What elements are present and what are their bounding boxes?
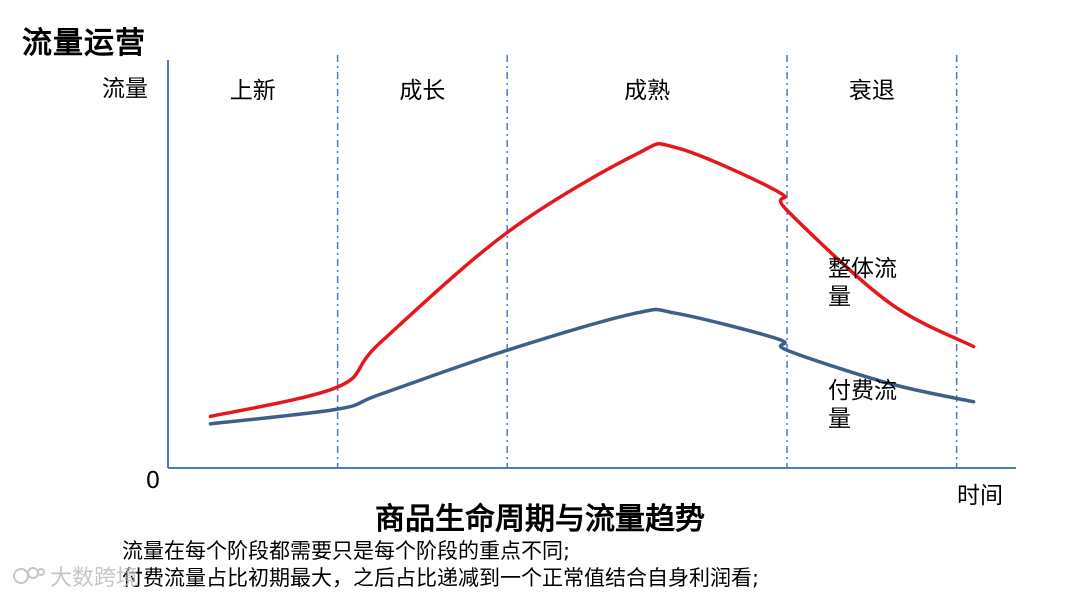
page-title: 流量运营 [22,26,146,61]
stage-labels: 上新 成长 成熟 衰退 [230,78,895,104]
series-label: 整体流量 [828,256,897,310]
x-axis-label: 时间 [957,483,1003,509]
watermark-text: 大数跨境 [50,566,139,591]
y-axis-label: 流量 [102,76,148,102]
series-line [208,307,976,426]
note-line: 流量在每个阶段都需要只是每个阶段的重点不同; [122,539,571,563]
stage-label: 成熟 [624,78,670,104]
note-line: 付费流量占比初期最大，之后占比递减到一个正常值结合自身利润看; [122,566,760,590]
series-lines [208,141,976,426]
stage-label: 成长 [399,78,445,104]
stage-label: 衰退 [849,78,895,104]
series-label: 付费流量 [828,378,897,432]
stage-dividers [336,55,958,468]
chart-title: 商品生命周期与流量趋势 [375,502,705,537]
watermark: 大数跨境 [12,560,138,592]
y-origin-label: 0 [146,468,161,494]
series-line [208,141,976,419]
watermark-logo-icon [13,567,45,584]
notes: 流量在每个阶段都需要只是每个阶段的重点不同; 付费流量占比初期最大，之后占比递减… [122,538,759,592]
stage-label: 上新 [230,78,276,104]
